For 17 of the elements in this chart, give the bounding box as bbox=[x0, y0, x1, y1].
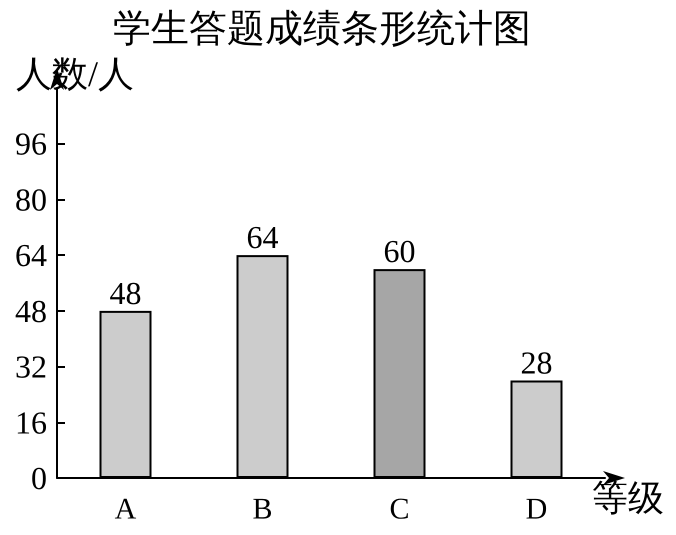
x-tick-label: D bbox=[526, 492, 548, 526]
x-axis-title: 等级 bbox=[592, 478, 664, 518]
x-tick-label: C bbox=[389, 492, 410, 526]
y-tick-label: 32 bbox=[15, 348, 47, 385]
y-tick-label: 48 bbox=[15, 292, 47, 329]
y-tick-label: 96 bbox=[15, 126, 47, 162]
data-label: 48 bbox=[110, 274, 142, 311]
y-tick-label: 64 bbox=[15, 237, 47, 274]
x-tick-label: A bbox=[114, 492, 137, 526]
data-label: 28 bbox=[520, 344, 552, 380]
y-tick-label: 16 bbox=[15, 404, 47, 440]
data-label: 60 bbox=[384, 233, 416, 270]
chart-title: 学生答题成绩条形统计图 bbox=[113, 7, 531, 52]
data-label: 64 bbox=[246, 219, 278, 256]
y-tick-label: 80 bbox=[15, 181, 47, 218]
x-tick-label: B bbox=[252, 492, 273, 526]
y-tick-label: 0 bbox=[31, 460, 47, 496]
